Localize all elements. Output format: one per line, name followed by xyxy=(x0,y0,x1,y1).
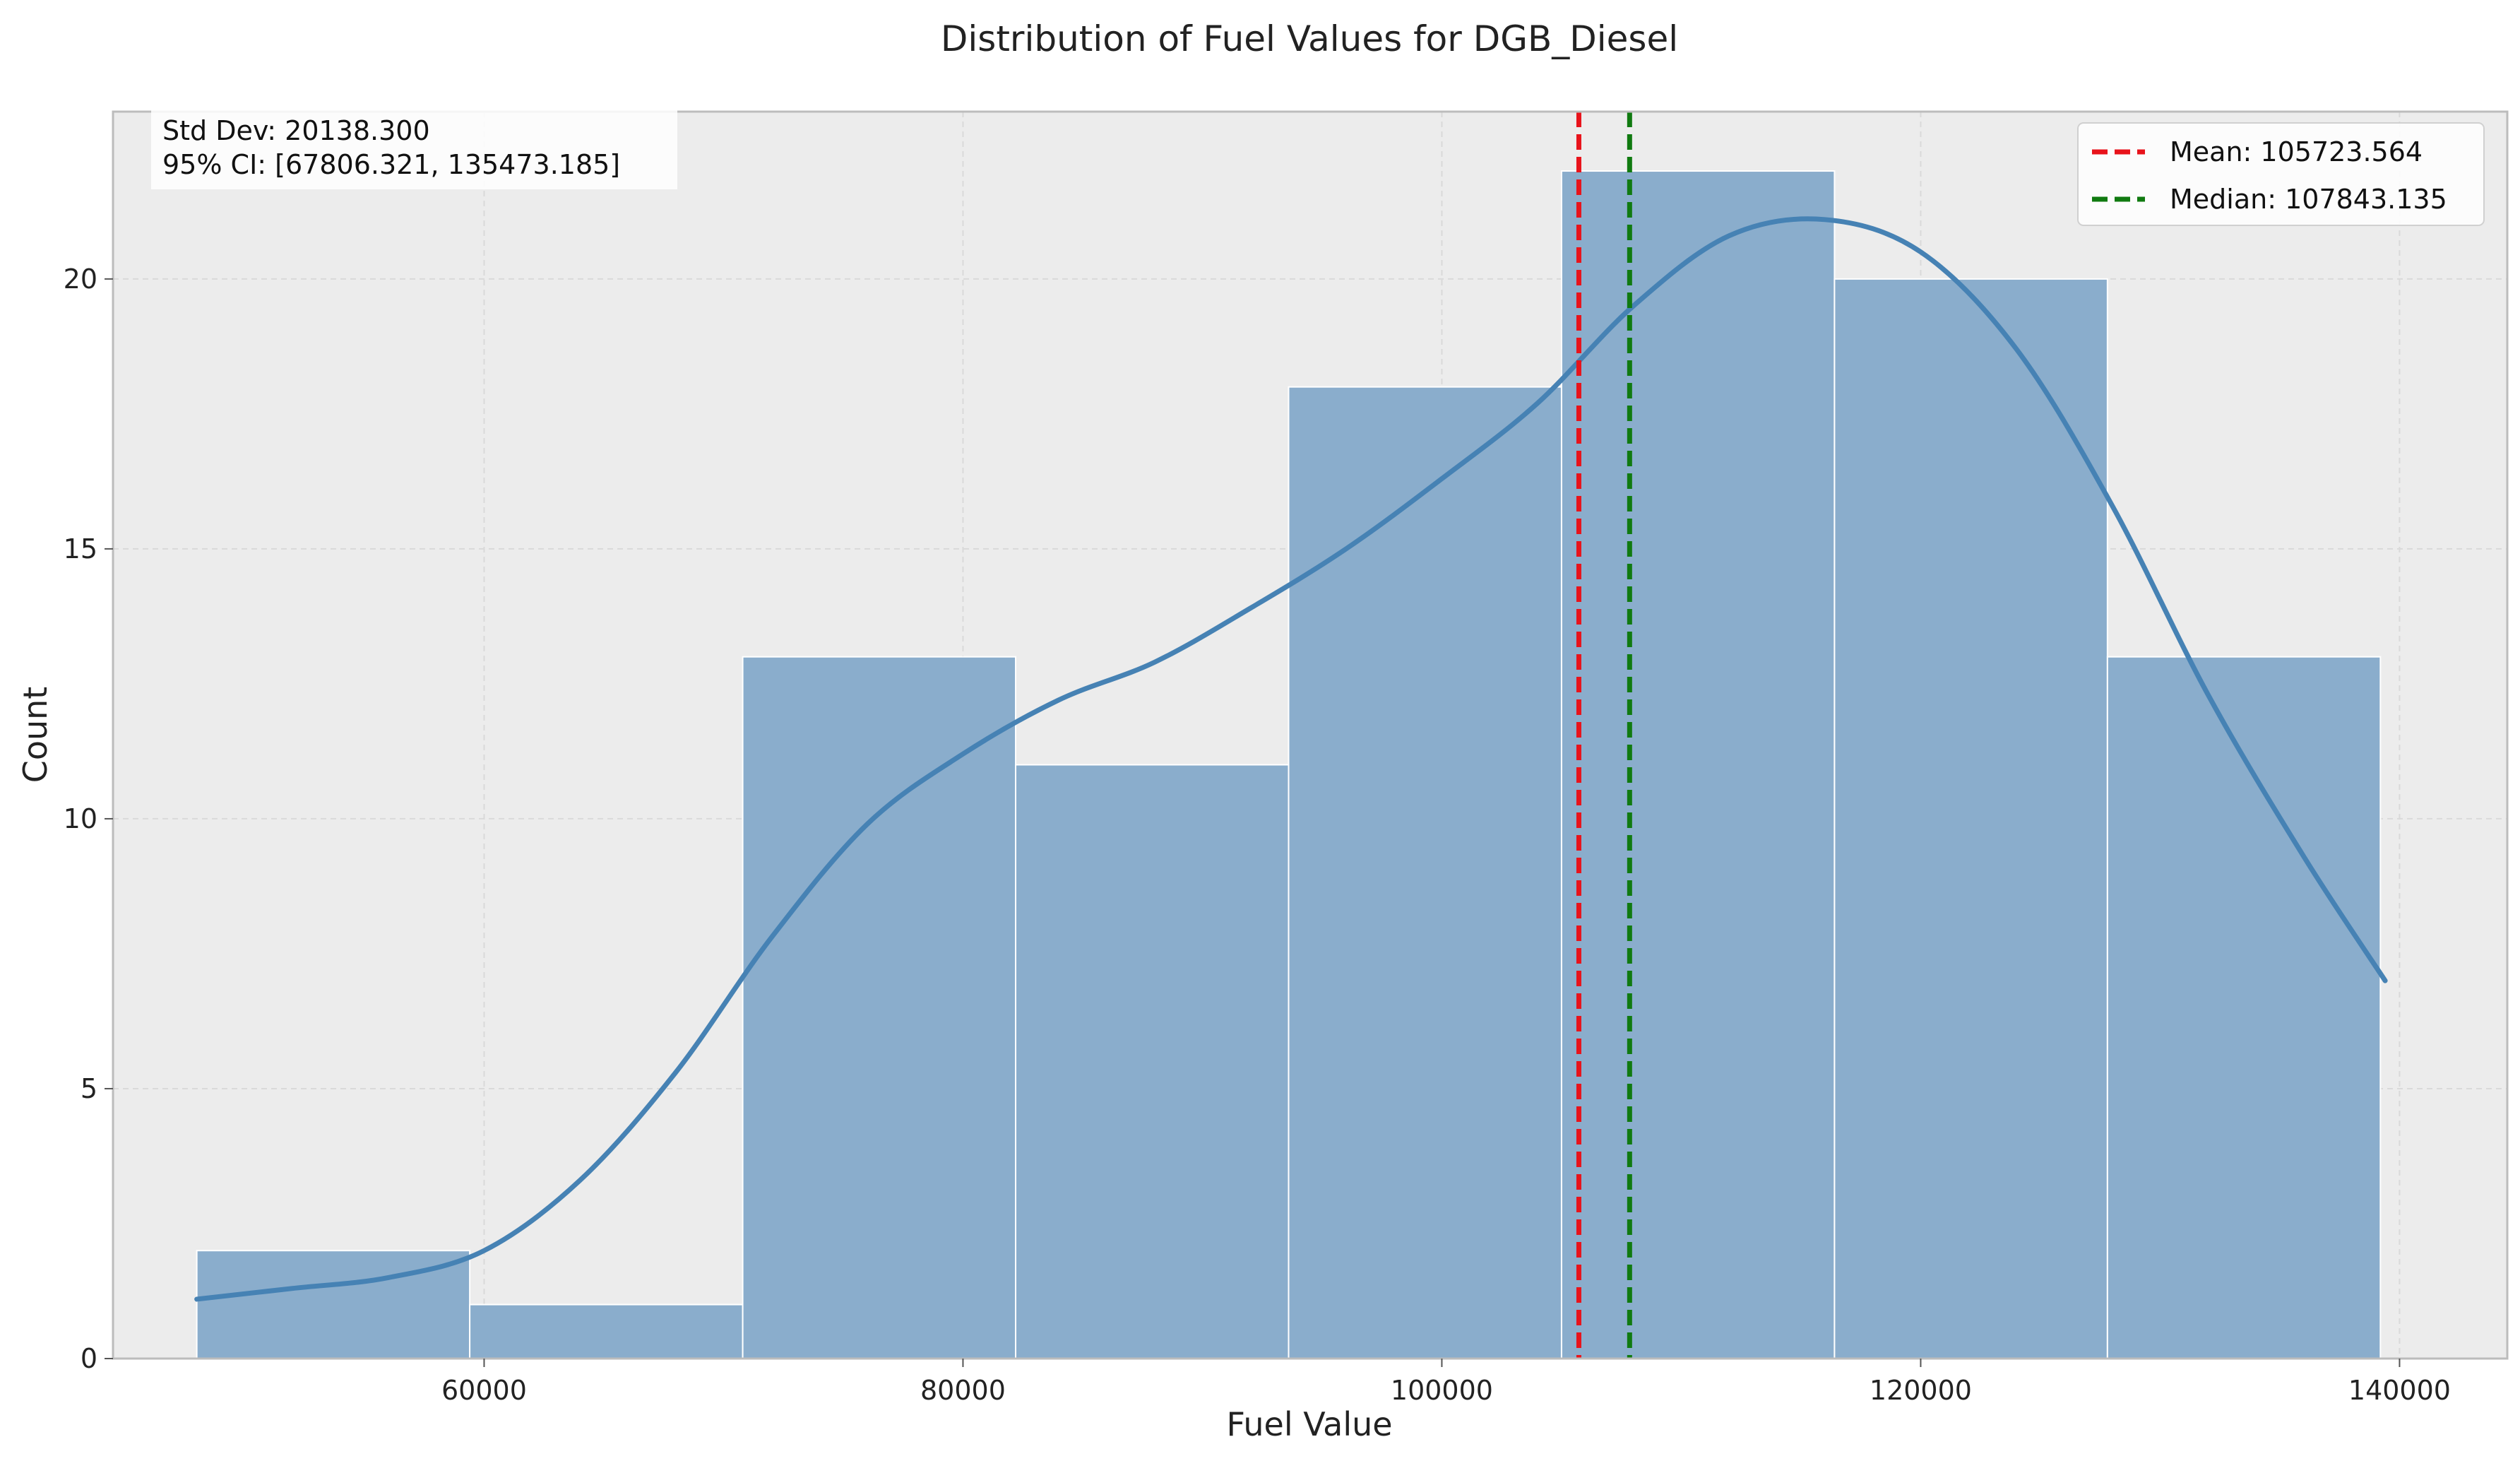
y-tick-label: 10 xyxy=(64,803,97,834)
histogram-bar xyxy=(1560,170,1836,1360)
histogram-bar xyxy=(742,656,1017,1359)
stats-annotation: Std Dev: 20138.300 95% CI: [67806.321, 1… xyxy=(151,107,677,189)
y-tick-label: 15 xyxy=(64,533,97,564)
histogram-bar xyxy=(469,1303,744,1359)
x-tick-label: 140000 xyxy=(2348,1375,2451,1406)
legend-box xyxy=(2077,122,2485,226)
x-tick-label: 120000 xyxy=(1870,1375,1972,1406)
x-tick-label: 80000 xyxy=(920,1375,1006,1406)
stats-box-background xyxy=(151,107,677,189)
y-axis-label: Count xyxy=(16,687,54,783)
reference-lines xyxy=(1576,112,1632,1359)
x-tick-label: 60000 xyxy=(441,1375,527,1406)
legend: Mean: 105723.564 Median: 107843.135 xyxy=(2077,122,2485,226)
x-axis-label: Fuel Value xyxy=(1226,1405,1392,1443)
histogram-bar xyxy=(2106,656,2382,1359)
confidence-interval-text: 95% CI: [67806.321, 135473.185] xyxy=(162,149,620,180)
histogram-bar xyxy=(1288,386,1562,1360)
chart-title: Distribution of Fuel Values for DGB_Dies… xyxy=(941,18,1678,59)
histogram-bar xyxy=(1015,764,1290,1359)
x-axis-ticks: 60000 80000 100000 120000 140000 xyxy=(441,1359,2451,1406)
histogram-bar xyxy=(196,1250,471,1360)
kde-curve xyxy=(194,216,2388,1302)
kde-curve-group xyxy=(194,216,2388,1302)
std-dev-text: Std Dev: 20138.300 xyxy=(162,115,430,146)
legend-mean-label: Mean: 105723.564 xyxy=(2170,136,2423,167)
histogram-bar xyxy=(1833,278,2108,1360)
plot-frame xyxy=(112,110,2509,1360)
y-tick-label: 20 xyxy=(64,264,97,295)
y-axis-ticks: 0 5 10 15 20 xyxy=(64,264,113,1374)
y-tick-label: 5 xyxy=(81,1073,97,1104)
x-tick-label: 100000 xyxy=(1391,1375,1493,1406)
histogram-bars xyxy=(196,170,2382,1360)
legend-median-label: Median: 107843.135 xyxy=(2170,184,2447,215)
y-tick-label: 0 xyxy=(81,1343,97,1374)
